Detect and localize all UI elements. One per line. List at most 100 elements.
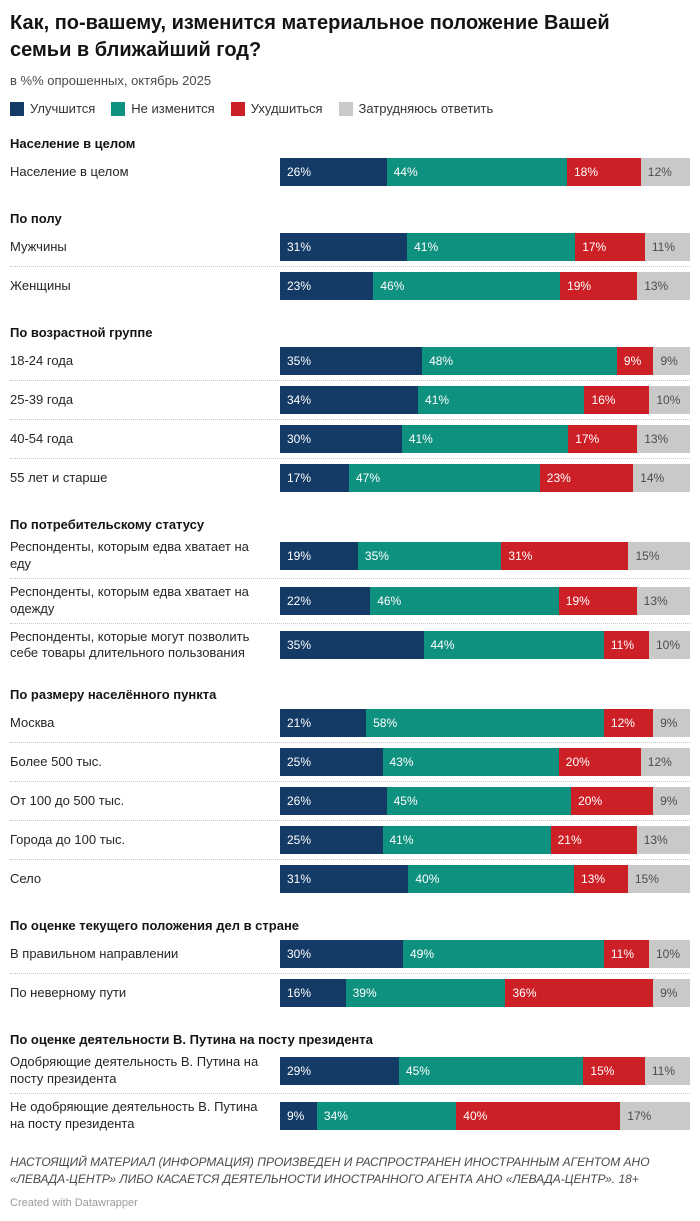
bar-segment-improve[interactable]: 25%	[280, 826, 383, 855]
chart-group: Население в целом Население в целом 26% 44%…	[10, 136, 690, 191]
bar-segment-worsen[interactable]: 9%	[616, 347, 654, 375]
stacked-bar: 21% 58% 12% 9%	[280, 709, 690, 738]
bar-segment-hard-to-say[interactable]: 11%	[644, 233, 690, 261]
bar-segment-improve[interactable]: 35%	[280, 631, 424, 660]
bar-segment-improve[interactable]: 26%	[280, 158, 387, 186]
bar-segment-improve[interactable]: 30%	[280, 940, 403, 969]
bar-segment-hard-to-say[interactable]: 12%	[640, 158, 690, 186]
bar-segment-improve[interactable]: 16%	[280, 979, 346, 1008]
segment-value-label: 19%	[565, 593, 590, 608]
segment-value-label: 10%	[655, 638, 681, 653]
chart-row: Города до 100 тыс. 25% 41% 21% 13%	[10, 820, 690, 859]
segment-value-label: 45%	[393, 794, 418, 809]
bar-segment-improve[interactable]: 19%	[280, 541, 358, 570]
segment-value-label: 17%	[575, 432, 600, 446]
bar-segment-hard-to-say[interactable]: 9%	[653, 347, 690, 375]
bar-segment-improve[interactable]: 29%	[280, 1057, 399, 1086]
bar-segment-improve[interactable]: 9%	[280, 1102, 317, 1131]
bar-segment-no-change[interactable]: 35%	[357, 541, 502, 570]
bar-segment-hard-to-say[interactable]: 13%	[637, 272, 690, 300]
bar-segment-hard-to-say[interactable]: 10%	[649, 386, 690, 414]
bar-segment-worsen[interactable]: 16%	[584, 386, 650, 414]
bar-segment-no-change[interactable]: 46%	[370, 586, 559, 615]
bar-segment-no-change[interactable]: 41%	[407, 233, 576, 261]
bar-segment-no-change[interactable]: 41%	[418, 386, 585, 414]
segment-value-label: 17%	[287, 471, 312, 485]
row-label: Одобряющие деятельность В. Путина на пос…	[10, 1054, 259, 1087]
stacked-bar: 31% 41% 17% 11%	[280, 233, 690, 261]
bar-segment-hard-to-say[interactable]: 13%	[637, 425, 690, 453]
bar-segment-worsen[interactable]: 12%	[603, 709, 654, 738]
segment-value-label: 13%	[644, 279, 669, 293]
bar-segment-hard-to-say[interactable]: 9%	[653, 979, 690, 1008]
bar-segment-worsen[interactable]: 36%	[505, 979, 654, 1008]
stacked-bar: 17% 47% 23% 14%	[280, 464, 690, 492]
bar-segment-improve[interactable]: 23%	[280, 272, 374, 300]
bar-segment-no-change[interactable]: 40%	[408, 865, 575, 894]
bar-segment-no-change[interactable]: 47%	[349, 464, 540, 492]
bar-segment-worsen[interactable]: 21%	[550, 826, 637, 855]
bar-segment-hard-to-say[interactable]: 13%	[636, 826, 690, 855]
bar-segment-no-change[interactable]: 44%	[423, 631, 604, 660]
bar-segment-hard-to-say[interactable]: 11%	[644, 1057, 690, 1086]
bar-segment-worsen[interactable]: 11%	[603, 940, 649, 969]
segment-value-label: 9%	[660, 794, 678, 809]
bar-segment-worsen[interactable]: 17%	[568, 425, 638, 453]
bar-segment-no-change[interactable]: 58%	[366, 709, 604, 738]
bar-segment-no-change[interactable]: 45%	[398, 1057, 584, 1086]
bar-segment-worsen[interactable]: 19%	[558, 586, 637, 615]
bar-segment-hard-to-say[interactable]: 10%	[648, 940, 690, 969]
bar-segment-improve[interactable]: 31%	[280, 233, 408, 261]
row-label: Женщины	[10, 277, 71, 293]
bar-segment-no-change[interactable]: 39%	[345, 979, 506, 1008]
bar-segment-worsen[interactable]: 18%	[566, 158, 641, 186]
bar-segment-no-change[interactable]: 49%	[403, 940, 604, 969]
bar-segment-hard-to-say[interactable]: 13%	[636, 586, 690, 615]
bar-segment-worsen[interactable]: 19%	[560, 272, 638, 300]
bar-segment-improve[interactable]: 17%	[280, 464, 349, 492]
bar-segment-no-change[interactable]: 44%	[386, 158, 567, 186]
segment-value-label: 23%	[546, 471, 571, 485]
bar-segment-improve[interactable]: 34%	[280, 386, 419, 414]
bar-segment-worsen[interactable]: 23%	[539, 464, 634, 492]
bar-segment-improve[interactable]: 21%	[280, 709, 367, 738]
bar-segment-improve[interactable]: 30%	[280, 425, 402, 453]
bar-segment-hard-to-say[interactable]: 14%	[633, 464, 690, 492]
bar-segment-no-change[interactable]: 41%	[382, 826, 551, 855]
bar-segment-hard-to-say[interactable]: 9%	[653, 787, 690, 816]
bar-segment-worsen[interactable]: 20%	[558, 748, 641, 777]
bar-segment-worsen[interactable]: 20%	[571, 787, 654, 816]
bar-segment-worsen[interactable]: 13%	[574, 865, 628, 894]
bar-segment-hard-to-say[interactable]: 9%	[653, 709, 690, 738]
segment-value-label: 22%	[287, 593, 312, 608]
bar-segment-no-change[interactable]: 45%	[386, 787, 572, 816]
segment-value-label: 43%	[389, 755, 414, 770]
bar-segment-worsen[interactable]: 40%	[456, 1102, 621, 1131]
bar-segment-improve[interactable]: 31%	[280, 865, 409, 894]
bar-segment-hard-to-say[interactable]: 15%	[628, 541, 690, 570]
bar-segment-improve[interactable]: 26%	[280, 787, 387, 816]
bar-segment-hard-to-say[interactable]: 15%	[627, 865, 690, 894]
bar-segment-worsen[interactable]: 31%	[501, 541, 629, 570]
bar-segment-worsen[interactable]: 15%	[583, 1057, 645, 1086]
bar-segment-no-change[interactable]: 46%	[373, 272, 561, 300]
bar-segment-hard-to-say[interactable]: 10%	[648, 631, 690, 660]
segment-value-label: 15%	[635, 548, 660, 563]
bar-segment-improve[interactable]: 25%	[280, 748, 383, 777]
group-header: По размеру населённого пункта	[10, 687, 217, 703]
bar-segment-worsen[interactable]: 11%	[603, 631, 649, 660]
bar-segment-no-change[interactable]: 43%	[382, 748, 559, 777]
bar-segment-hard-to-say[interactable]: 12%	[640, 748, 690, 777]
bar-segment-improve[interactable]: 35%	[280, 347, 423, 375]
chart-group: По возрастной группе 18-24 года 35% 48% 9% 9%…	[10, 325, 690, 497]
bar-segment-hard-to-say[interactable]: 17%	[620, 1102, 690, 1131]
row-label: Респонденты, которым едва хватает на еду	[10, 539, 249, 571]
bar-segment-improve[interactable]: 22%	[280, 586, 371, 615]
segment-value-label: 20%	[565, 755, 590, 770]
group-header: Население в целом	[10, 136, 136, 151]
bar-segment-no-change[interactable]: 34%	[316, 1102, 457, 1131]
segment-value-label: 9%	[623, 354, 642, 368]
bar-segment-no-change[interactable]: 48%	[422, 347, 617, 375]
bar-segment-worsen[interactable]: 17%	[575, 233, 645, 261]
bar-segment-no-change[interactable]: 41%	[401, 425, 569, 453]
